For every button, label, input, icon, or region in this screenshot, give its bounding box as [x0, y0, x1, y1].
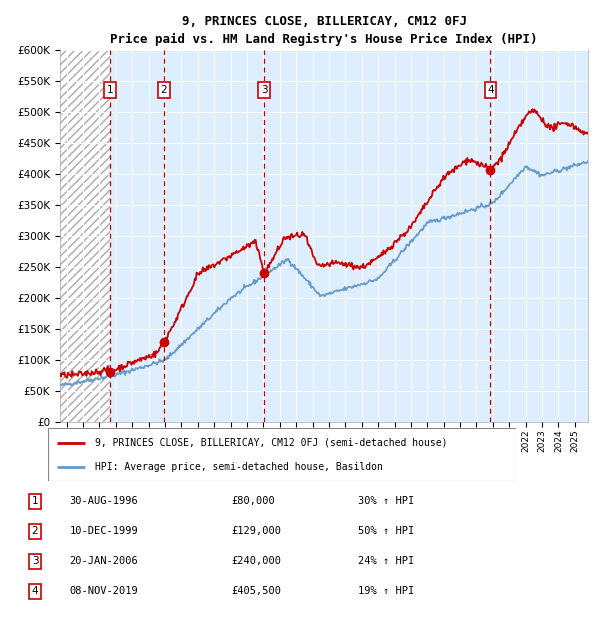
Text: 4: 4 — [487, 85, 494, 95]
Text: £80,000: £80,000 — [231, 497, 275, 507]
Text: 1: 1 — [32, 497, 38, 507]
Text: 4: 4 — [32, 587, 38, 596]
Title: 9, PRINCES CLOSE, BILLERICAY, CM12 0FJ
Price paid vs. HM Land Registry's House P: 9, PRINCES CLOSE, BILLERICAY, CM12 0FJ P… — [110, 14, 538, 46]
Text: 24% ↑ HPI: 24% ↑ HPI — [358, 556, 414, 566]
Text: 1: 1 — [107, 85, 113, 95]
Bar — [60, 50, 110, 422]
Text: 2: 2 — [32, 526, 38, 536]
Text: 30% ↑ HPI: 30% ↑ HPI — [358, 497, 414, 507]
Text: £129,000: £129,000 — [231, 526, 281, 536]
Text: HPI: Average price, semi-detached house, Basildon: HPI: Average price, semi-detached house,… — [95, 463, 383, 472]
Text: 10-DEC-1999: 10-DEC-1999 — [70, 526, 139, 536]
Text: 3: 3 — [261, 85, 268, 95]
Text: 9, PRINCES CLOSE, BILLERICAY, CM12 0FJ (semi-detached house): 9, PRINCES CLOSE, BILLERICAY, CM12 0FJ (… — [95, 438, 448, 448]
Text: 30-AUG-1996: 30-AUG-1996 — [70, 497, 139, 507]
Text: £405,500: £405,500 — [231, 587, 281, 596]
Text: 19% ↑ HPI: 19% ↑ HPI — [358, 587, 414, 596]
Text: 2: 2 — [161, 85, 167, 95]
Text: £240,000: £240,000 — [231, 556, 281, 566]
Text: 08-NOV-2019: 08-NOV-2019 — [70, 587, 139, 596]
Text: 20-JAN-2006: 20-JAN-2006 — [70, 556, 139, 566]
Text: 50% ↑ HPI: 50% ↑ HPI — [358, 526, 414, 536]
Text: 3: 3 — [32, 556, 38, 566]
